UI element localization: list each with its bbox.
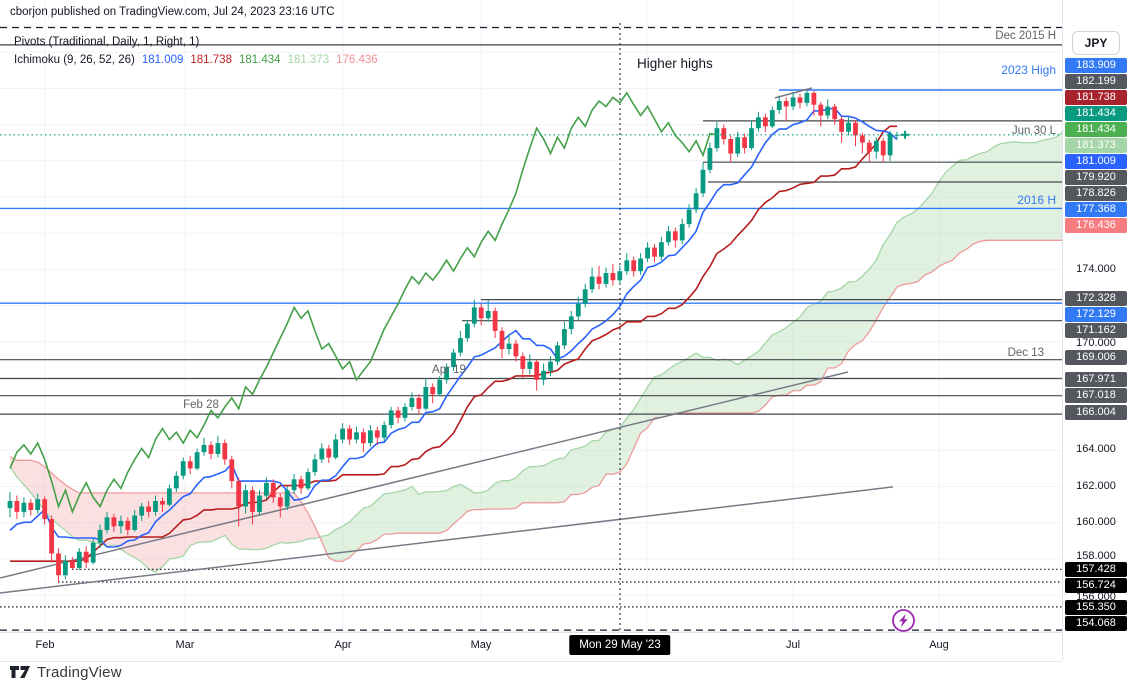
tradingview-logo-icon bbox=[10, 666, 30, 678]
svg-text:Dec 2015 H: Dec 2015 H bbox=[995, 30, 1056, 42]
indicator-legend: Pivots (Traditional, Daily, 1, Right, 1)… bbox=[14, 33, 378, 69]
svg-text:Apr 19: Apr 19 bbox=[432, 364, 466, 376]
price-axis-label: 182.199 bbox=[1065, 73, 1127, 89]
price-axis-label: 181.434 bbox=[1065, 121, 1127, 137]
svg-text:Dec 13: Dec 13 bbox=[1008, 347, 1044, 359]
price-axis-label: 154.068 bbox=[1065, 615, 1127, 631]
price-axis-tick: 160.000 bbox=[1076, 515, 1116, 528]
selected-date-badge: Mon 29 May '23 bbox=[569, 635, 671, 655]
time-axis-label: May bbox=[470, 639, 492, 651]
price-axis-label: 155.350 bbox=[1065, 599, 1127, 615]
last-price-marker bbox=[901, 130, 910, 139]
ichimoku-cloud bbox=[9, 131, 1062, 573]
price-axis-tick: 174.000 bbox=[1076, 262, 1116, 275]
attribution-text: cborjon published on TradingView.com, Ju… bbox=[10, 6, 335, 18]
time-axis-label: Feb bbox=[35, 639, 55, 651]
time-axis-label: Apr bbox=[334, 639, 352, 651]
price-axis-tick: 170.000 bbox=[1076, 336, 1116, 349]
svg-text:Feb 28: Feb 28 bbox=[183, 399, 219, 411]
candles bbox=[7, 90, 900, 583]
chart-canvas[interactable]: Higher highs Dec 2015 H 2023 High Jun 30 L 2… bbox=[0, 0, 1062, 632]
svg-text:Higher highs: Higher highs bbox=[637, 56, 713, 71]
price-axis[interactable]: JPY 183.909 182.199 181.738 181.434 181.434 1… bbox=[1062, 0, 1130, 660]
price-axis-label: 177.368 bbox=[1065, 201, 1127, 217]
ichimoku-lead-b-value: 176.436 bbox=[336, 54, 378, 66]
price-axis-label: 179.920 bbox=[1065, 169, 1127, 185]
price-axis-label: 157.428 bbox=[1065, 561, 1127, 577]
time-axis-label: Jul bbox=[785, 639, 801, 651]
price-axis-label: 181.434 bbox=[1065, 105, 1127, 121]
ichimoku-lead-a-value: 181.373 bbox=[287, 54, 330, 66]
price-axis-label: 181.738 bbox=[1065, 89, 1127, 105]
price-axis-label: 167.018 bbox=[1065, 387, 1127, 403]
price-axis-label: 156.724 bbox=[1065, 577, 1127, 593]
currency-button[interactable]: JPY bbox=[1072, 31, 1120, 55]
time-axis[interactable]: Feb Mar Apr May Jul Aug Mon 29 May '23 bbox=[0, 632, 1062, 662]
svg-text:2023 High: 2023 High bbox=[1001, 63, 1056, 77]
svg-text:Jun 30 L: Jun 30 L bbox=[1012, 125, 1057, 137]
price-axis-label: 176.436 bbox=[1065, 217, 1127, 233]
legend-ichimoku-title: Ichimoku (9, 26, 52, 26) bbox=[14, 54, 135, 66]
price-axis-label: 167.971 bbox=[1065, 371, 1127, 387]
time-axis-label: Mar bbox=[175, 639, 195, 651]
price-axis-label: 183.909 bbox=[1065, 57, 1127, 73]
tradingview-logo-text: TradingView bbox=[37, 664, 122, 681]
price-axis-label: 166.004 bbox=[1065, 404, 1127, 420]
price-axis-label: 172.129 bbox=[1065, 306, 1127, 322]
lightning-icon[interactable] bbox=[891, 608, 916, 633]
tradingview-logo[interactable]: TradingView bbox=[10, 664, 122, 681]
ichimoku-lagging-value: 181.434 bbox=[238, 54, 281, 66]
ichimoku-conversion-value: 181.009 bbox=[141, 54, 184, 66]
price-axis-label: 172.328 bbox=[1065, 290, 1127, 306]
price-axis-tick: 162.000 bbox=[1076, 479, 1116, 492]
price-axis-label: 178.826 bbox=[1065, 185, 1127, 201]
price-axis-label: 181.009 bbox=[1065, 153, 1127, 169]
horizontal-levels bbox=[0, 26, 1062, 631]
price-axis-tick: 164.000 bbox=[1076, 442, 1116, 455]
ichimoku-base-value: 181.738 bbox=[190, 54, 232, 66]
legend-pivots[interactable]: Pivots (Traditional, Daily, 1, Right, 1) bbox=[14, 36, 200, 48]
price-axis-label: 171.162 bbox=[1065, 322, 1127, 338]
price-axis-label: 181.373 bbox=[1065, 137, 1127, 153]
tenkan-line bbox=[9, 107, 898, 548]
chikou-span bbox=[9, 91, 717, 515]
time-axis-label: Aug bbox=[929, 639, 949, 651]
price-axis-tick: 158.000 bbox=[1076, 549, 1116, 562]
legend-ichimoku[interactable]: Ichimoku (9, 26, 52, 26) 181.009 181.738 18… bbox=[14, 51, 378, 69]
price-axis-label: 169.006 bbox=[1065, 349, 1127, 365]
kijun-line bbox=[10, 125, 898, 563]
svg-text:2016 H: 2016 H bbox=[1017, 193, 1056, 207]
chart-annotations: Higher highs Dec 2015 H 2023 High Jun 30 L 2… bbox=[183, 30, 1057, 411]
